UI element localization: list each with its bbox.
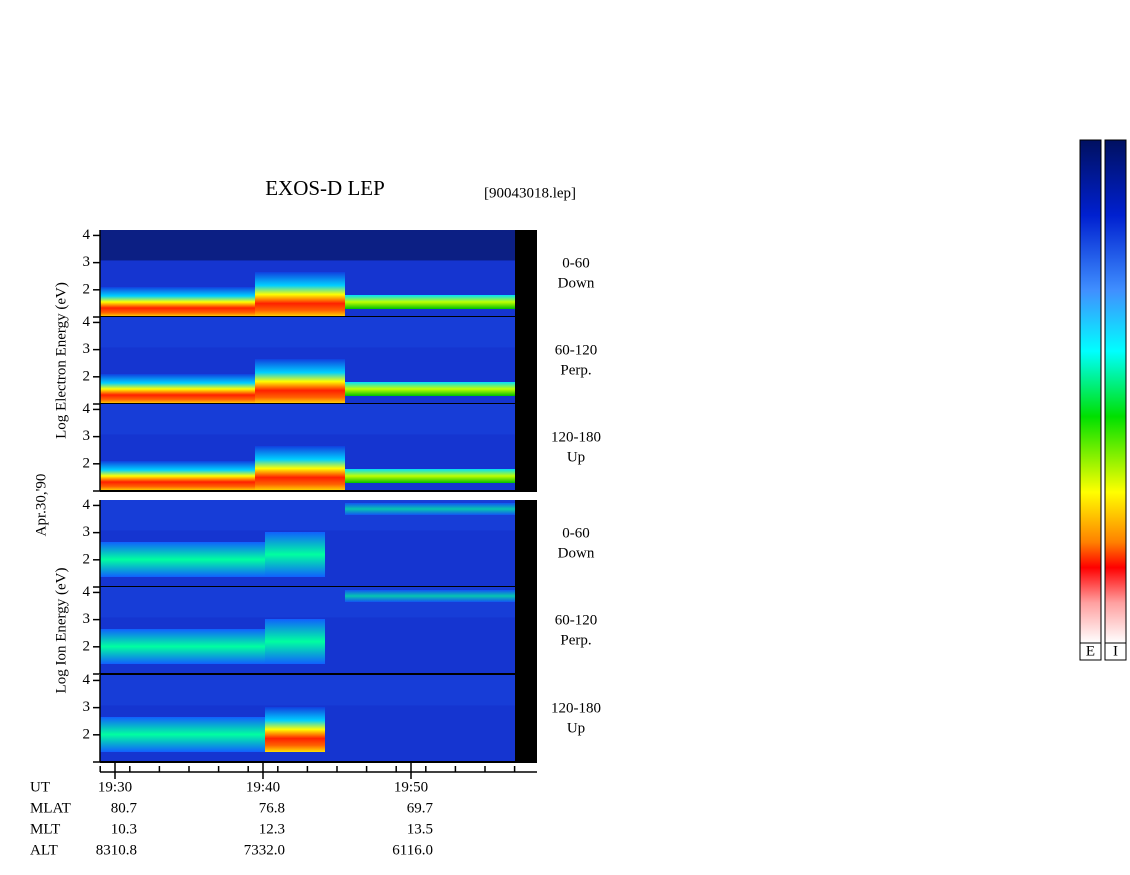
spectrogram-band [345,295,515,309]
y-tick-label: 3 [83,254,91,270]
spectrogram-band [265,532,325,577]
y-tick-label: 2 [83,638,91,654]
spectrogram-band [265,619,325,664]
direction: Up [567,449,585,465]
pitch-angle: 120-180 [551,429,601,445]
data-gap [515,230,537,317]
spectrogram-dark [100,675,515,706]
colorbar-label: E [1086,643,1095,659]
direction: Perp. [560,632,591,648]
y-tick-label: 4 [83,314,91,330]
y-tick-label: 3 [83,428,91,444]
colorbar [1079,139,1127,661]
spectrogram-band [345,382,515,396]
ephemeris-value: 69.7 [407,800,434,816]
y-tick-label: 4 [83,672,91,688]
spectrogram-dark [100,317,515,348]
data-gap [515,500,537,587]
direction: Down [558,545,595,561]
time-label: 19:50 [394,779,428,795]
spectrogram-dark [100,230,515,261]
y-tick-label: 2 [83,726,91,742]
row-name: ALT [30,842,58,858]
data-gap [515,587,537,674]
pitch-angle: 60-120 [555,342,598,358]
y-tick-label: 4 [83,401,91,417]
pitch-angle: 120-180 [551,700,601,716]
y-tick-label: 2 [83,455,91,471]
data-gap [515,675,537,762]
ephemeris-value: 8310.8 [96,842,137,858]
ephemeris-value: 6116.0 [392,842,433,858]
row-name: UT [30,779,50,795]
spectrogram-band [255,359,345,404]
pitch-angle: 60-120 [555,612,598,628]
y-tick-label: 3 [83,524,91,540]
y-tick-label: 2 [83,551,91,567]
y-axis-label: Log Ion Energy (eV) [53,568,69,694]
ephemeris-value: 76.8 [259,800,285,816]
ephemeris-value: 10.3 [111,821,137,837]
y-tick-label: 2 [83,281,91,297]
spectrogram-band [345,469,515,483]
spectrogram-band [255,446,345,491]
direction: Up [567,720,585,736]
y-tick-label: 3 [83,699,91,715]
data-gap [515,317,537,404]
spectrogram-band [100,542,265,577]
ephemeris-value: 7332.0 [244,842,285,858]
y-tick-label: 2 [83,368,91,384]
spectrogram-band [100,717,265,752]
y-tick-label: 4 [83,497,91,513]
y-tick-label: 4 [83,227,91,243]
title: EXOS-D LEP [265,176,385,200]
pitch-angle: 0-60 [562,525,590,541]
y-tick-label: 3 [83,611,91,627]
ephemeris-value: 80.7 [111,800,138,816]
pitch-angle: 0-60 [562,255,590,271]
data-gap [515,404,537,491]
colorbar-label: I [1113,643,1118,659]
row-name: MLAT [30,800,71,816]
time-label: 19:30 [98,779,132,795]
y-axis-label: Log Electron Energy (eV) [53,282,69,439]
spectrogram-band [255,272,345,317]
date: Apr.30,'90 [33,474,49,537]
direction: Down [558,275,595,291]
direction: Perp. [560,362,591,378]
ephemeris-value: 12.3 [259,821,285,837]
y-tick-label: 3 [83,341,91,357]
spectrogram-dark [100,404,515,435]
spectrogram-band [345,503,515,515]
spectrogram-band [345,590,515,602]
ephemeris-value: 13.5 [407,821,433,837]
time-label: 19:40 [246,779,280,795]
spectrogram-band [265,707,325,752]
row-name: MLT [30,821,60,837]
spectrogram-band [100,629,265,664]
file-name: [90043018.lep] [484,185,576,201]
y-tick-label: 4 [83,584,91,600]
